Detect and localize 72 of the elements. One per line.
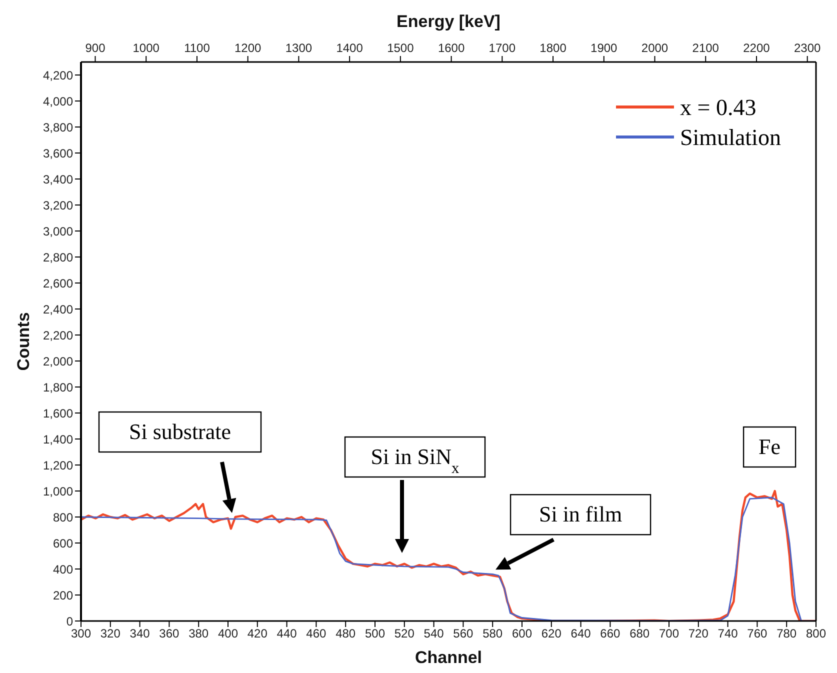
- x-tick-label: 640: [570, 626, 592, 641]
- y-tick-label: 3,800: [42, 120, 74, 134]
- x-tick-label: 340: [130, 626, 150, 641]
- x2-tick-label: 2100: [692, 41, 720, 55]
- x-tick-label: 680: [630, 626, 650, 641]
- y-tick-label: 1,600: [42, 406, 74, 420]
- y-tick-label: 1,200: [42, 458, 74, 472]
- annotation: Fe: [758, 434, 781, 459]
- y-tick-label: 0: [66, 614, 74, 628]
- y-tick-label: 3,600: [42, 146, 74, 160]
- x2-tick-label: 1800: [540, 41, 567, 55]
- legend-label: x = 0.43: [680, 95, 756, 120]
- annotation: Si in film: [538, 502, 622, 527]
- legend-label: Simulation: [680, 125, 782, 150]
- y-tick-label: 3,400: [42, 172, 74, 186]
- x2-tick-label: 2300: [794, 41, 822, 55]
- x-tick-label: 480: [336, 626, 356, 641]
- y-tick-label: 600: [52, 536, 74, 550]
- y-tick-label: 3,200: [42, 198, 74, 212]
- x-tick-label: 420: [247, 626, 268, 641]
- x-tick-label: 400: [218, 626, 238, 641]
- x2-tick-label: 1200: [234, 41, 262, 55]
- x-tick-label: 540: [424, 626, 444, 641]
- x2-tick-label: 1300: [285, 41, 312, 55]
- y-tick-label: 1,000: [42, 484, 74, 498]
- x-tick-label: 380: [188, 626, 209, 641]
- x-tick-label: 500: [364, 626, 386, 641]
- x-tick-label: 560: [453, 626, 474, 641]
- y-tick-label: 2,600: [42, 276, 74, 290]
- y-axis-title: Counts: [14, 312, 34, 371]
- x-tick-label: 700: [658, 626, 680, 641]
- y-tick-label: 2,400: [42, 302, 74, 316]
- x-tick-label: 660: [600, 626, 621, 641]
- x-tick-label: 520: [394, 626, 415, 641]
- x-tick-label: 800: [806, 626, 826, 641]
- x2-tick-label: 1600: [438, 41, 465, 55]
- x2-tick-label: 1900: [590, 41, 618, 55]
- x-tick-label: 360: [159, 626, 180, 641]
- y-tick-label: 3,000: [42, 224, 74, 238]
- y-tick-label: 2,000: [42, 354, 74, 368]
- x-tick-label: 740: [718, 626, 738, 641]
- y-tick-label: 400: [52, 562, 74, 576]
- x-tick-label: 720: [688, 626, 709, 641]
- x-axis-title: Channel: [414, 648, 482, 667]
- y-tick-label: 1,800: [42, 380, 74, 394]
- x2-tick-label: 1000: [132, 41, 160, 55]
- y-tick-label: 1,400: [42, 432, 74, 446]
- x2-tick-label: 1400: [336, 41, 364, 55]
- x2-axis-title: Energy [keV]: [396, 12, 500, 31]
- annotation: Si substrate: [128, 419, 232, 444]
- x-tick-label: 760: [747, 626, 768, 641]
- x-tick-label: 580: [482, 626, 503, 641]
- x-tick-label: 440: [276, 626, 298, 641]
- y-tick-label: 2,200: [42, 328, 74, 342]
- y-tick-label: 4,000: [42, 94, 74, 108]
- x2-tick-label: 2200: [743, 41, 770, 55]
- x-tick-label: 300: [70, 626, 92, 641]
- x-tick-label: 600: [512, 626, 532, 641]
- annotation: Si in SiN$_{x}$: [370, 444, 460, 476]
- y-tick-label: 800: [52, 510, 74, 524]
- x-tick-label: 620: [541, 626, 562, 641]
- y-tick-label: 4,200: [42, 68, 74, 82]
- y-tick-label: 2,800: [42, 250, 74, 264]
- x-tick-label: 780: [776, 626, 797, 641]
- x2-tick-label: 900: [85, 41, 106, 55]
- x2-tick-label: 1500: [387, 41, 414, 55]
- x-tick-label: 320: [100, 626, 121, 641]
- x2-tick-label: 2000: [641, 41, 668, 55]
- x-tick-label: 460: [306, 626, 327, 641]
- x2-tick-label: 1700: [488, 41, 516, 55]
- y-tick-label: 200: [52, 588, 74, 602]
- x2-tick-label: 1100: [184, 41, 210, 55]
